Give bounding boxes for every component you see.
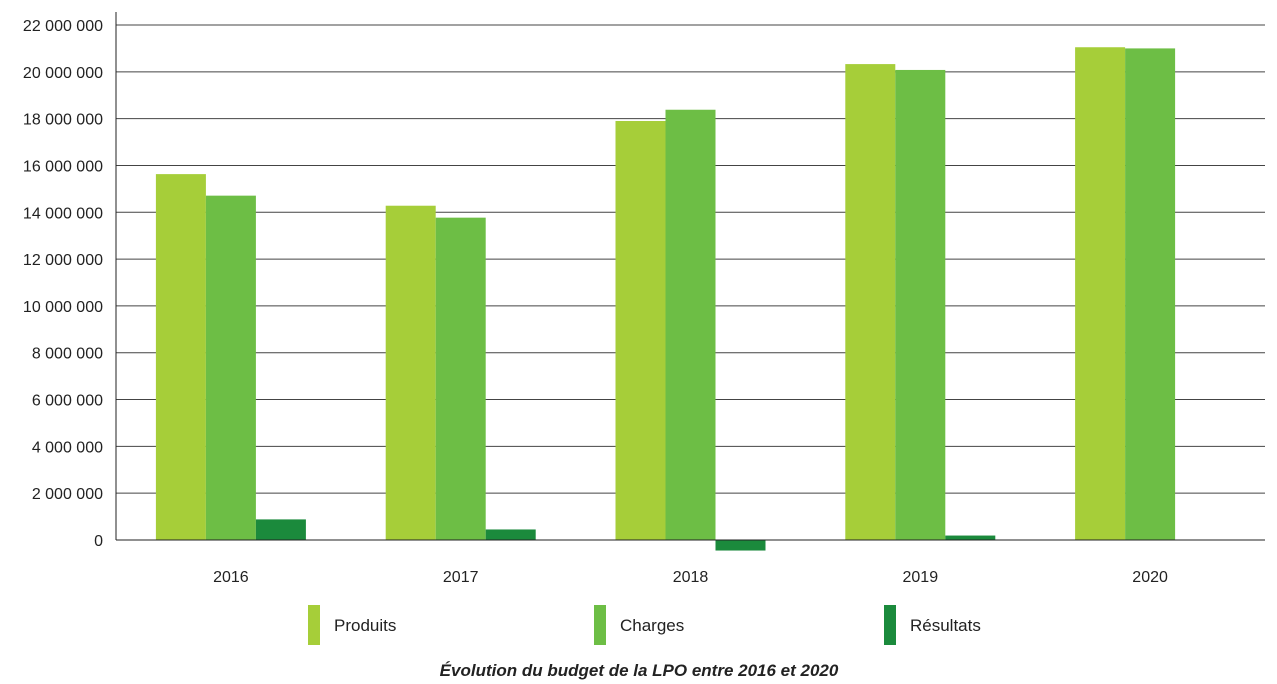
y-tick-label: 8 000 000 <box>32 346 103 363</box>
bar-produits-2019 <box>845 64 896 540</box>
y-tick-label: 2 000 000 <box>32 486 103 503</box>
x-tick-label: 2017 <box>443 569 479 586</box>
y-tick-labels: 0 2 000 000 4 000 000 6 000 000 8 000 000 10 … <box>23 18 103 550</box>
legend-swatch <box>884 605 896 645</box>
y-tick-label: 22 000 000 <box>23 18 103 35</box>
legend: Produits Charges Résultats <box>308 605 981 645</box>
bar-r-sultats-2017 <box>485 529 536 540</box>
x-tick-label: 2018 <box>673 569 709 586</box>
y-tick-label: 18 000 000 <box>23 112 103 129</box>
y-tick-label: 16 000 000 <box>23 158 103 175</box>
bar-charges-2020 <box>1125 48 1176 541</box>
y-tick-label: 4 000 000 <box>32 439 103 456</box>
chart-title: Évolution du budget de la LPO entre 2016… <box>440 661 839 680</box>
legend-label: Résultats <box>910 616 981 635</box>
axes <box>115 12 1265 541</box>
legend-swatch <box>308 605 320 645</box>
y-tick-label: 14 000 000 <box>23 205 103 222</box>
legend-label: Produits <box>334 616 396 635</box>
bar-r-sultats-2016 <box>255 519 306 540</box>
x-tick-label: 2016 <box>213 569 249 586</box>
bar-produits-2017 <box>385 205 436 540</box>
x-tick-label: 2020 <box>1132 569 1168 586</box>
bar-produits-2016 <box>155 174 206 540</box>
y-tick-label: 6 000 000 <box>32 393 103 410</box>
y-tick-label: 10 000 000 <box>23 299 103 316</box>
bar-r-sultats-2018 <box>715 540 766 551</box>
bar-charges-2019 <box>895 69 946 540</box>
bar-charges-2017 <box>435 217 486 541</box>
x-tick-label: 2019 <box>903 569 939 586</box>
bars <box>155 47 1176 551</box>
y-tick-label: 20 000 000 <box>23 65 103 82</box>
bar-r-sultats-2019 <box>945 535 996 540</box>
bar-produits-2018 <box>615 120 666 541</box>
legend-swatch <box>594 605 606 645</box>
y-tick-label: 0 <box>94 533 103 550</box>
x-tick-labels: 2016 2017 2018 2019 2020 <box>213 569 1168 586</box>
bar-charges-2018 <box>665 109 716 540</box>
bar-charges-2016 <box>205 195 256 540</box>
y-tick-label: 12 000 000 <box>23 252 103 269</box>
legend-label: Charges <box>620 616 684 635</box>
bar-produits-2020 <box>1075 47 1126 540</box>
